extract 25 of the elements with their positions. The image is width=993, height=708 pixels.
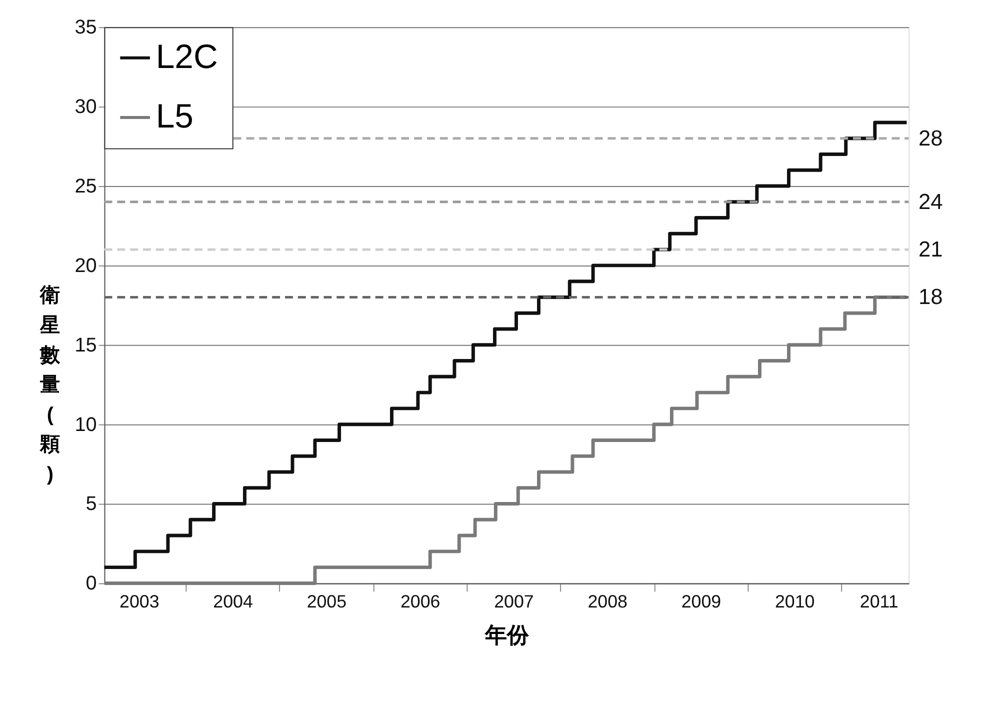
x-tick-label: 2009 — [681, 592, 722, 612]
x-tick-label: 2005 — [306, 592, 347, 612]
ref-line-label: 28 — [918, 125, 943, 150]
x-tick-label: 2010 — [774, 592, 815, 612]
ref-line-label: 18 — [918, 284, 943, 310]
legend-label: L5 — [156, 97, 194, 136]
ref-line-label: 24 — [918, 188, 943, 214]
x-tick-label: 2011 — [860, 592, 898, 612]
y-tick-label: 10 — [74, 414, 97, 436]
ref-line-label: 21 — [918, 236, 943, 262]
legend-label: L2C — [156, 38, 218, 76]
y-tick-label: 5 — [86, 493, 97, 516]
y-tick-label: 30 — [74, 96, 97, 118]
y-axis-title: 衛星數量(顆) — [39, 284, 62, 486]
y-tick-label: 20 — [74, 254, 97, 277]
y-tick-label: 35 — [74, 16, 97, 39]
x-tick-label: 2006 — [400, 592, 440, 612]
y-tick-label: 0 — [86, 572, 97, 595]
x-tick-label: 2003 — [120, 592, 160, 612]
y-tick-label: 15 — [74, 334, 97, 356]
x-tick-label: 2004 — [213, 592, 253, 612]
x-tick-label: 2007 — [494, 592, 534, 612]
x-tick-label: 2008 — [588, 592, 628, 612]
x-axis-title: 年份 — [484, 622, 530, 648]
y-tick-label: 25 — [74, 175, 97, 198]
